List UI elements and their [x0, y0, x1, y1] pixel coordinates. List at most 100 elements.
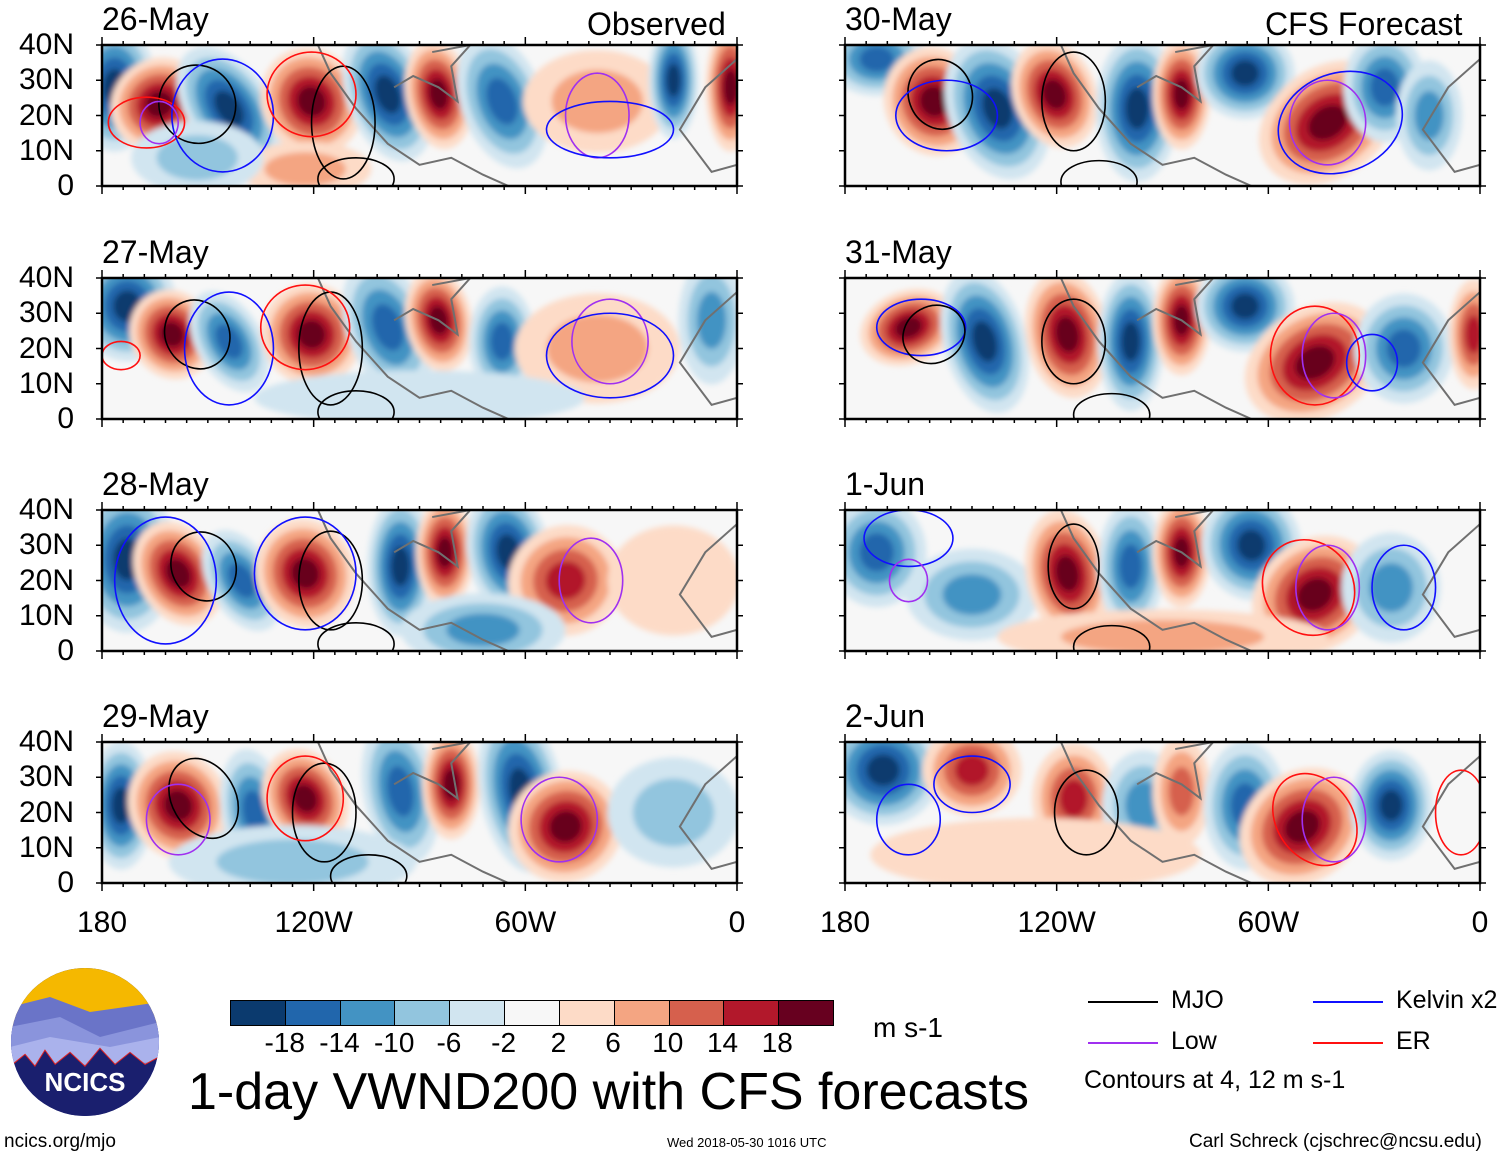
- wave-contour: [1434, 769, 1480, 856]
- anomaly-shading: [428, 78, 449, 110]
- wave-contour: [1053, 769, 1119, 856]
- colorbar-label: 6: [605, 1027, 621, 1058]
- coastline: [316, 510, 509, 651]
- y-tick-label: 0: [57, 634, 74, 667]
- colorbar-label: -10: [373, 1027, 415, 1058]
- map-panel: [96, 270, 743, 427]
- anomaly-shading: [163, 790, 193, 821]
- anomaly-shading: [1059, 779, 1088, 818]
- y-tick-label: 20N: [18, 331, 74, 365]
- footer-url[interactable]: ncics.org/mjo: [4, 1131, 116, 1152]
- wave-contour: [1072, 624, 1151, 651]
- colorbar-label: -18: [264, 1027, 305, 1058]
- colorbar: [230, 1000, 834, 1026]
- anomaly-shading: [156, 135, 238, 181]
- colorbar-swatch: [231, 1001, 286, 1025]
- wave-contour: [1345, 333, 1399, 392]
- coastline: [393, 510, 472, 569]
- colorbar-swatch: [340, 1001, 396, 1025]
- panel-date: 31-May: [845, 234, 952, 270]
- coastline: [393, 45, 472, 104]
- anomaly-shading: [1230, 60, 1260, 87]
- colorbar-swatch: [559, 1001, 615, 1025]
- anomaly-shading: [1369, 563, 1414, 612]
- logo-text: NCICS: [45, 1067, 126, 1097]
- coastline: [678, 291, 737, 407]
- colorbar-label: 14: [706, 1027, 739, 1058]
- anomaly-shading: [546, 314, 649, 383]
- y-tick-label: 40N: [18, 725, 74, 758]
- legend-line: [1313, 1042, 1383, 1044]
- anomaly-shading: [1121, 321, 1141, 362]
- anomaly-shading: [296, 86, 327, 117]
- map-panel: [839, 734, 1486, 891]
- y-tick-label: 40N: [18, 493, 74, 526]
- y-tick-label: 0: [57, 866, 74, 899]
- anomaly-shading: [919, 85, 949, 117]
- legend-label: Low: [1171, 1027, 1217, 1055]
- x-tick-label: 60W: [1237, 906, 1300, 939]
- anomaly-shading: [549, 810, 582, 843]
- anomaly-shading: [1060, 619, 1265, 651]
- map-panel: [839, 270, 1486, 427]
- forecast-label: CFS Forecast: [1265, 6, 1463, 42]
- wave-contour: [266, 51, 357, 138]
- anomaly-shading: [696, 291, 727, 349]
- anomaly-shading: [1386, 329, 1422, 368]
- anomaly-shading: [486, 78, 518, 125]
- y-tick-label: 10N: [18, 598, 74, 632]
- wave-contour: [183, 291, 275, 406]
- wave-contour: [168, 757, 240, 840]
- coastline: [678, 755, 737, 871]
- wave-contour: [113, 516, 218, 645]
- y-tick-label: 20N: [18, 98, 74, 132]
- wave-contour: [1060, 159, 1138, 186]
- map-panel: [839, 37, 1486, 194]
- wave-contour: [875, 783, 942, 856]
- wave-contour: [520, 776, 599, 863]
- legend-line: [1088, 1042, 1158, 1044]
- panel-date: 27-May: [102, 234, 209, 270]
- wave-contour: [1295, 544, 1361, 631]
- y-tick-label: 10N: [18, 133, 74, 167]
- coastline: [1421, 291, 1480, 407]
- coastline: [678, 523, 737, 639]
- coastline: [1421, 58, 1480, 174]
- colorbar-units: m s-1: [873, 1012, 943, 1043]
- anomaly-shading: [1237, 529, 1266, 561]
- wave-contour: [317, 390, 395, 419]
- anomaly-shading: [954, 754, 990, 787]
- x-tick-label: 0: [1471, 906, 1489, 939]
- anomaly-shading: [214, 90, 244, 127]
- wave-contour: [317, 157, 395, 186]
- wave-contour: [863, 510, 954, 568]
- wave-contour: [259, 284, 351, 371]
- colorbar-swatch: [669, 1001, 725, 1025]
- wave-contour: [266, 755, 345, 842]
- anomaly-shading: [666, 63, 681, 98]
- anomaly-shading: [942, 574, 1002, 615]
- colorbar-swatch: [285, 1001, 341, 1025]
- coastline: [1059, 742, 1252, 883]
- wave-contour: [1047, 523, 1100, 610]
- panel-date: 29-May: [102, 698, 209, 734]
- wave-contour: [253, 516, 357, 631]
- anomaly-shading: [1125, 781, 1162, 830]
- footer-author: Carl Schreck (cjschrec@ncsu.edu): [1189, 1131, 1482, 1152]
- colorbar-swatch: [395, 1001, 451, 1025]
- wave-contour: [875, 298, 967, 357]
- panel-date: 1-Jun: [845, 466, 926, 502]
- colorbar-label: 10: [652, 1027, 684, 1058]
- anomaly-shading: [391, 546, 410, 587]
- wave-contour: [107, 96, 186, 149]
- anomaly-shading: [859, 46, 894, 72]
- wave-contour: [1072, 392, 1151, 419]
- coastline: [393, 742, 472, 801]
- coastline: [1059, 510, 1252, 651]
- colorbar-label: -2: [491, 1027, 517, 1058]
- coastline: [1421, 523, 1480, 639]
- wave-contour: [1277, 70, 1404, 175]
- colorbar-label: 2: [550, 1027, 567, 1058]
- colorbar-swatch: [724, 1001, 780, 1025]
- wave-contour: [545, 312, 675, 399]
